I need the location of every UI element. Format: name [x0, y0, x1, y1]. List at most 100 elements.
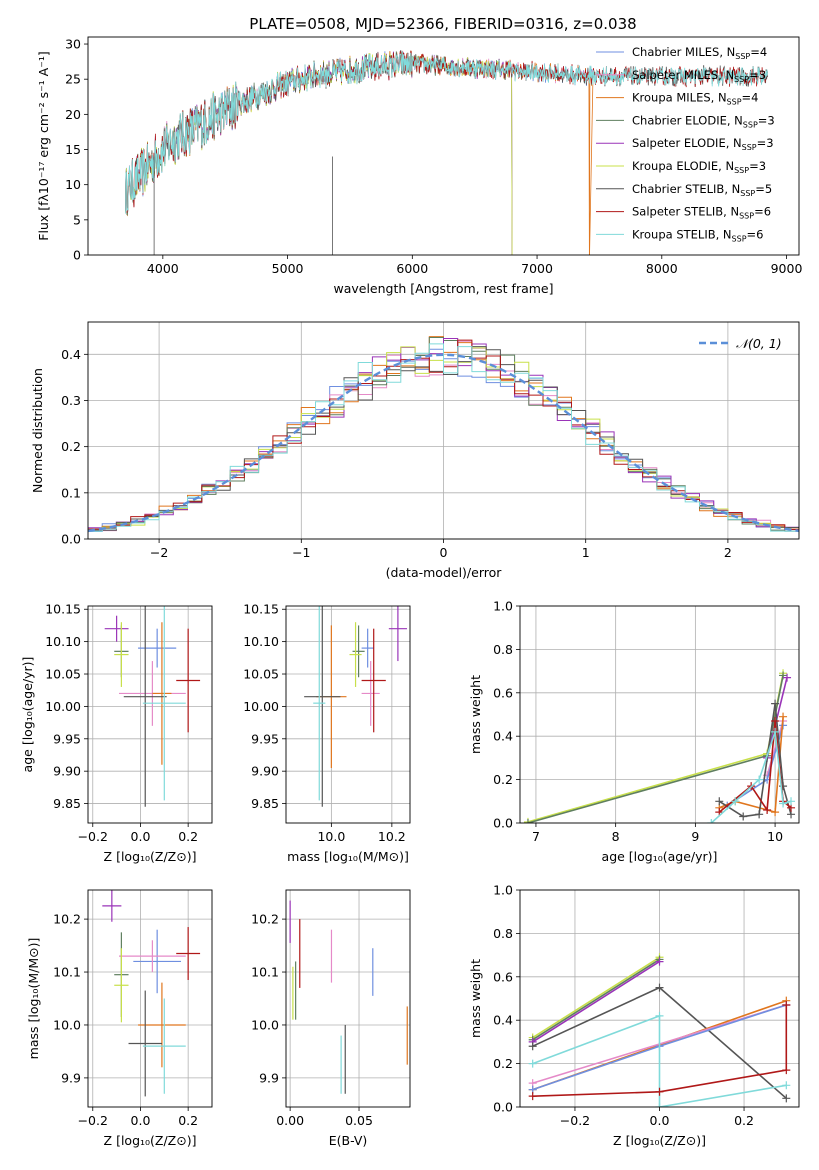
tick-label-x: −0.2: [78, 1113, 108, 1128]
axes-age_vs_Z: −0.2 0.0 0.2 9.85 9.90 9.95 10.00 10.05 10.10 10.…: [20, 602, 213, 864]
tick-label-y: 0.0: [493, 1100, 513, 1115]
plot-area: [125, 50, 768, 255]
tick-label-y: 0.0: [61, 532, 81, 547]
weight-line: [766, 720, 784, 776]
x-axis-label: E(B-V): [329, 1133, 368, 1148]
tick-label-x: 8000: [646, 261, 678, 276]
weight-marker: [755, 810, 764, 819]
weight-line: [527, 675, 784, 823]
tick-label-y: 0.1: [61, 485, 81, 500]
weight-marker: [755, 775, 764, 784]
legend-entry: Kroupa MILES, NSSP=4: [632, 91, 758, 107]
tick-label-x: 0.2: [178, 829, 198, 844]
axes-mass_vs_Z: −0.2 0.0 0.2 9.9 10.0 10.1 10.2 Z [log₁₀(Z/Z⊙)]…: [26, 889, 213, 1148]
tick-label-x: 0.05: [345, 1113, 373, 1128]
tick-label-x: 6000: [396, 261, 428, 276]
tick-label-y: 9.90: [251, 764, 279, 779]
weight-marker: [779, 671, 788, 680]
tick-label-y: 10.2: [53, 912, 81, 927]
weight-marker: [782, 1066, 791, 1075]
weight-marker: [655, 1103, 664, 1107]
legend: Chabrier MILES, NSSP=4 Salpeter MILES, NS…: [596, 45, 775, 243]
legend-entry: Chabrier ELODIE, NSSP=3: [632, 113, 775, 129]
tick-label-x: 7: [532, 829, 540, 844]
y-axis-label: Flux [fλ10⁻¹⁷ erg cm⁻² s⁻¹ A⁻¹]: [36, 51, 51, 240]
weight-marker: [528, 1092, 537, 1101]
weight-marker: [783, 673, 792, 682]
tick-label-x: −1: [292, 545, 310, 560]
axes-frame: [285, 889, 411, 1108]
axes-frame: [519, 889, 800, 1108]
tick-label-x: 2: [724, 545, 732, 560]
tick-label-y: 9.90: [53, 764, 81, 779]
plot-area: [523, 669, 796, 823]
axes-frame: [519, 605, 800, 824]
tick-label-y: 10.1: [251, 965, 279, 980]
tick-label-x: 1: [582, 545, 590, 560]
weight-marker: [655, 1011, 664, 1020]
tick-label-y: 9.95: [53, 731, 81, 746]
tick-label-y: 10.0: [53, 1017, 81, 1032]
weight-marker: [779, 799, 788, 808]
tick-label-y: 1.0: [493, 599, 513, 614]
weight-line: [532, 960, 660, 1043]
tick-label-y: 1.0: [493, 883, 513, 898]
axes-frame: [87, 889, 213, 1108]
legend-entry: Salpeter STELIB, NSSP=6: [632, 205, 771, 221]
weight-marker: [655, 983, 664, 992]
weight-marker: [782, 1081, 791, 1090]
y-axis-label: mass weight: [468, 959, 483, 1038]
x-axis-label: wavelength [Angstrom, rest frame]: [333, 281, 553, 296]
tick-label-x: −0.2: [560, 1113, 590, 1128]
weight-line: [532, 958, 660, 1041]
x-axis-label: Z [log₁₀(Z/Z⊙)]: [613, 1133, 706, 1148]
figure-title: PLATE=0508, MJD=52366, FIBERID=0316, z=0…: [249, 15, 636, 33]
legend-entry: Salpeter MILES, NSSP=3: [632, 68, 766, 84]
plot-area: [104, 606, 201, 807]
axes-frame: [285, 605, 411, 824]
weight-marker: [528, 1059, 537, 1068]
tick-label-x: 10.0: [317, 829, 345, 844]
y-axis-label: age [log₁₀(age/yr)]: [20, 657, 35, 773]
axes-frame: [87, 321, 800, 540]
tick-label-y: 9.9: [61, 1070, 81, 1085]
weight-marker: [771, 808, 780, 817]
tick-label-y: 10.05: [45, 667, 81, 682]
tick-label-x: 9000: [771, 261, 803, 276]
tick-label-y: 20: [65, 107, 81, 122]
y-axis-label: Normed distribution: [30, 368, 45, 493]
y-axis-label: mass [log₁₀(M/M⊙)]: [26, 938, 41, 1060]
x-axis-label: mass [log₁₀(M/M⊙)]: [287, 849, 409, 864]
tick-label-x: 5000: [272, 261, 304, 276]
weight-marker: [523, 819, 532, 823]
legend-entry: Kroupa ELODIE, NSSP=3: [632, 159, 766, 175]
x-axis-label: Z [log₁₀(Z/Z⊙)]: [104, 849, 197, 864]
tick-label-y: 10.2: [251, 912, 279, 927]
weight-line: [532, 1014, 787, 1107]
x-axis-label: (data-model)/error: [386, 565, 503, 580]
plot-area: [102, 890, 201, 1097]
tick-label-y: 10.00: [45, 699, 81, 714]
plot-area: [289, 900, 408, 1094]
weight-marker: [771, 727, 780, 736]
plot-area: [88, 336, 799, 535]
x-axis-label: age [log₁₀(age/yr)]: [602, 849, 718, 864]
tick-label-x: 8: [612, 829, 620, 844]
tick-label-y: 10.00: [243, 699, 279, 714]
tick-label-y: 0.8: [493, 926, 513, 941]
weight-marker: [763, 805, 772, 814]
tick-label-y: 10: [65, 177, 81, 192]
legend-entry: Chabrier MILES, NSSP=4: [632, 45, 767, 61]
tick-label-x: −0.2: [78, 829, 108, 844]
gaussian-curve: [88, 353, 799, 533]
tick-label-x: 0.0: [131, 829, 151, 844]
legend-entry: Salpeter ELODIE, NSSP=3: [632, 136, 774, 152]
tick-label-y: 0.2: [61, 439, 81, 454]
axes-mass_vs_EBV: 0.00 0.05 9.9 10.0 10.1 10.2 E(B-V): [251, 889, 411, 1148]
tick-label-y: 15: [65, 142, 81, 157]
tick-label-y: 9.85: [53, 796, 81, 811]
axes-frame: [87, 36, 800, 256]
tick-label-y: 0.4: [61, 347, 81, 362]
weight-marker: [782, 1094, 791, 1103]
